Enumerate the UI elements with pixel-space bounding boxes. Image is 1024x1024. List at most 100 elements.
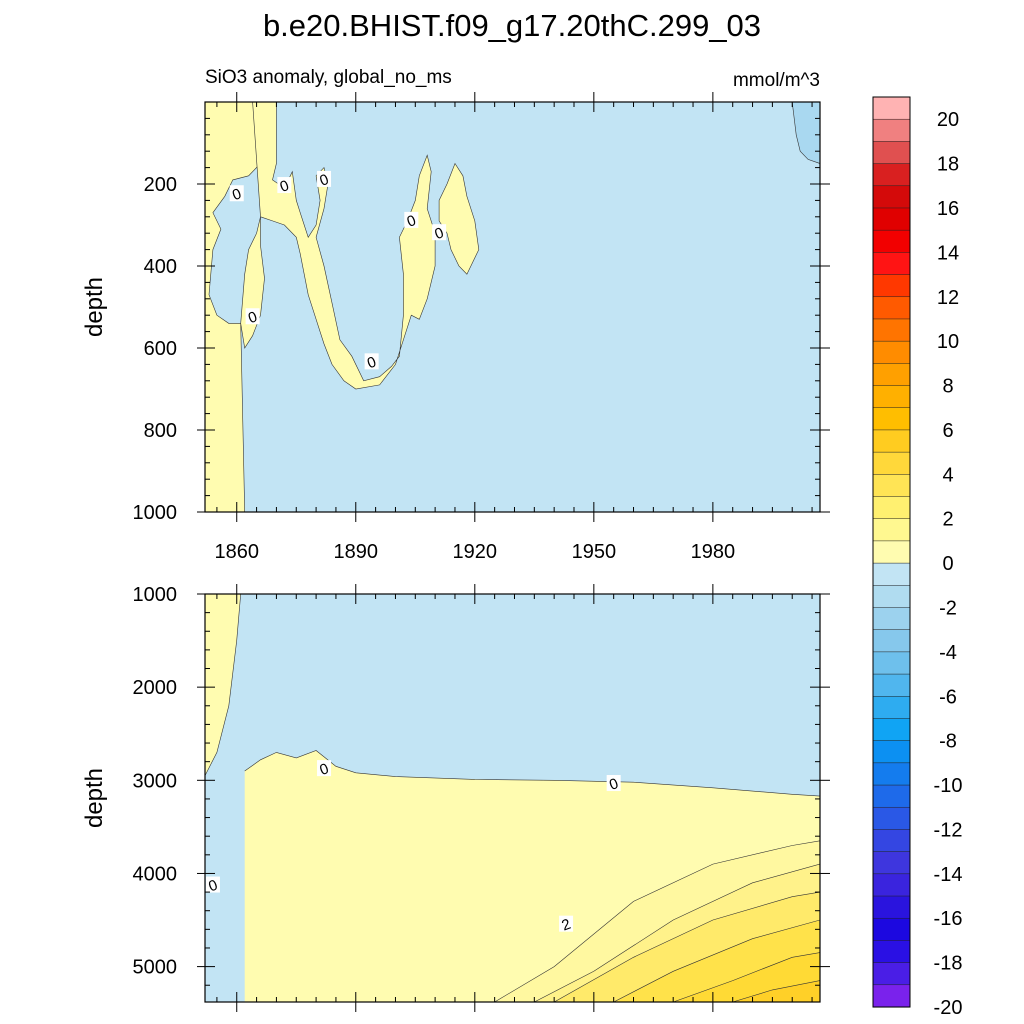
x-tick-label: 1980 <box>691 541 736 563</box>
y-tick-label: 4000 <box>133 863 178 885</box>
colorbar-swatch <box>872 496 911 520</box>
contour-label-bg <box>317 170 332 187</box>
colorbar-label: -8 <box>939 731 957 753</box>
x-tick-label: 1920 <box>453 541 498 563</box>
subtitle-left: SiO3 anomaly, global_no_ms <box>205 67 452 88</box>
y-tick-label: 800 <box>144 420 177 442</box>
colorbar-swatch <box>872 363 911 387</box>
contour-label-bg <box>205 876 220 893</box>
x-tick-label: 1890 <box>334 541 379 563</box>
y-tick-label: 600 <box>144 338 177 360</box>
colorbar-swatch <box>872 340 911 364</box>
colorbar-label: -6 <box>939 686 957 708</box>
colorbar-swatch <box>872 185 911 209</box>
colorbar-swatch <box>872 407 911 431</box>
plot-frame <box>204 101 821 513</box>
colorbar-label: -18 <box>934 953 963 975</box>
colorbar-swatch <box>872 806 911 830</box>
y-tick-label: 2000 <box>133 677 178 699</box>
colorbar-swatch <box>872 740 911 764</box>
contour-line <box>494 840 820 1002</box>
contour-line <box>554 891 820 1002</box>
contour-label-bg <box>606 775 621 792</box>
colorbar-label: 4 <box>942 464 953 486</box>
colorbar-swatch <box>872 141 911 165</box>
contour-label-bg <box>277 177 292 194</box>
colorbar-label: 20 <box>937 109 959 131</box>
colorbar-swatch <box>872 252 911 276</box>
colorbar-swatch <box>872 607 911 631</box>
colorbar-label: -20 <box>934 997 963 1019</box>
colorbar-swatch <box>872 518 911 542</box>
contour-level-fill <box>732 980 820 1002</box>
colorbar-swatch <box>872 962 911 986</box>
colorbar-swatch <box>872 540 911 564</box>
contour-label-bg <box>317 760 332 777</box>
contour-label-bg <box>432 224 447 241</box>
colorbar-swatch <box>872 318 911 342</box>
colorbar-label: -14 <box>934 864 963 886</box>
contour-line <box>534 863 820 1002</box>
colorbar-label: -10 <box>934 775 963 797</box>
colorbar-swatch <box>872 118 911 142</box>
colorbar-label: 10 <box>937 331 959 353</box>
colorbar-swatch <box>872 385 911 409</box>
y-tick-label: 400 <box>144 256 177 278</box>
colorbar-swatch <box>872 163 911 187</box>
contour-region <box>240 102 436 390</box>
colorbar-swatch <box>872 474 911 498</box>
colorbar-swatch <box>872 829 911 853</box>
colorbar-label: -2 <box>939 598 957 620</box>
colorbar-frame <box>872 96 911 1008</box>
colorbar-swatch <box>872 762 911 786</box>
contour-label-bg <box>245 308 260 325</box>
background-region <box>205 102 820 512</box>
contour-line <box>244 750 820 797</box>
colorbar-swatch <box>872 917 911 941</box>
contour-label-bg <box>559 915 574 932</box>
x-tick-label: 1950 <box>572 541 617 563</box>
colorbar-swatch <box>872 96 911 120</box>
x-tick-label: 1860 <box>214 541 259 563</box>
y-axis-label: depth <box>81 277 108 337</box>
colorbar-swatch <box>872 562 911 586</box>
colorbar-label: 14 <box>937 242 959 264</box>
colorbar-swatch <box>872 784 911 808</box>
colorbar-swatch <box>872 873 911 897</box>
colorbar-label: 6 <box>942 420 953 442</box>
colorbar-swatch <box>872 651 911 675</box>
colorbar-label: -12 <box>934 819 963 841</box>
colorbar-label: 16 <box>937 198 959 220</box>
colorbar-swatch <box>872 274 911 298</box>
colorbar-swatch <box>872 207 911 231</box>
colorbar-label: 0 <box>942 553 953 575</box>
colorbar-swatch <box>872 696 911 720</box>
colorbar-swatch <box>872 718 911 742</box>
y-tick-label: 5000 <box>133 957 178 979</box>
y-axis-label: depth <box>81 768 108 828</box>
colorbar-swatch <box>872 895 911 919</box>
colorbar-label: -4 <box>939 642 957 664</box>
colorbar-swatch <box>872 429 911 453</box>
colorbar-label: 12 <box>937 287 959 309</box>
contour-line <box>673 952 820 1002</box>
y-tick-label: 1000 <box>133 502 178 524</box>
contour-label-bg <box>229 185 244 202</box>
y-tick-label: 1000 <box>133 584 178 606</box>
figure-title: b.e20.BHIST.f09_g17.20thC.299_03 <box>263 8 761 43</box>
contour-line <box>732 980 820 1002</box>
contour-label-bg <box>364 353 379 370</box>
contour-label-bg <box>404 211 419 228</box>
y-tick-label: 3000 <box>133 770 178 792</box>
plot-frame <box>204 593 821 1003</box>
colorbar: 20181614121086420-2-4-6-8-10-12-14-16-18… <box>872 96 963 1019</box>
colorbar-swatch <box>872 851 911 875</box>
negative-region <box>791 102 820 164</box>
colorbar-swatch <box>872 673 911 697</box>
colorbar-label: 8 <box>942 376 953 398</box>
y-tick-label: 200 <box>144 174 177 196</box>
